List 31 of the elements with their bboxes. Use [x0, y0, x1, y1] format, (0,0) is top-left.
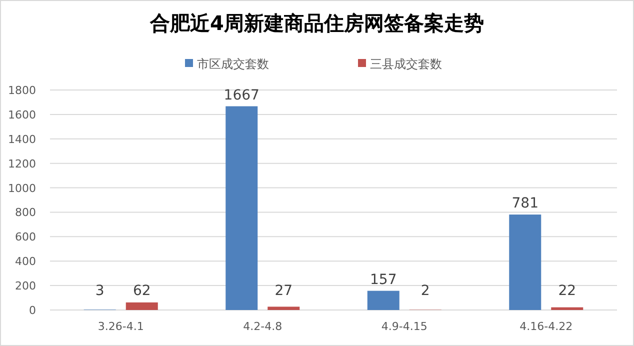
- data-label: 27: [274, 283, 293, 299]
- data-label: 157: [370, 272, 397, 288]
- bar: [509, 214, 542, 310]
- data-label: 3: [95, 283, 104, 299]
- bar: [367, 290, 400, 310]
- y-tick-label: 1800: [8, 84, 36, 97]
- y-tick-label: 1200: [8, 157, 36, 170]
- chart-title: 合肥近4周新建商品住房网签备案走势: [149, 11, 484, 35]
- x-tick-label: 3.26-4.1: [98, 320, 144, 333]
- x-tick-label: 4.9-4.15: [381, 320, 428, 333]
- bar: [126, 302, 158, 310]
- data-label: 2: [420, 283, 430, 299]
- bar: [226, 106, 258, 310]
- y-tick-label: 1000: [8, 182, 36, 195]
- y-tick-label: 200: [15, 280, 36, 293]
- y-tick-label: 600: [15, 230, 36, 244]
- data-label: 1667: [224, 87, 260, 104]
- legend-label: 三县成交套数: [370, 57, 442, 71]
- y-tick-label: 1400: [8, 132, 36, 146]
- y-tick-label: 800: [15, 206, 36, 220]
- x-tick-label: 4.16-4.22: [520, 320, 573, 333]
- y-tick-label: 1600: [8, 108, 36, 122]
- data-label: 22: [558, 283, 576, 299]
- bar: [551, 307, 584, 310]
- data-label: 781: [512, 196, 538, 212]
- data-label: 62: [132, 283, 151, 299]
- x-tick-label: 4.2-4.8: [243, 320, 282, 333]
- legend-label: 市区成交套数: [197, 57, 269, 71]
- y-tick-label: 0: [29, 304, 36, 317]
- bar: [268, 306, 300, 310]
- y-tick-label: 400: [15, 255, 36, 268]
